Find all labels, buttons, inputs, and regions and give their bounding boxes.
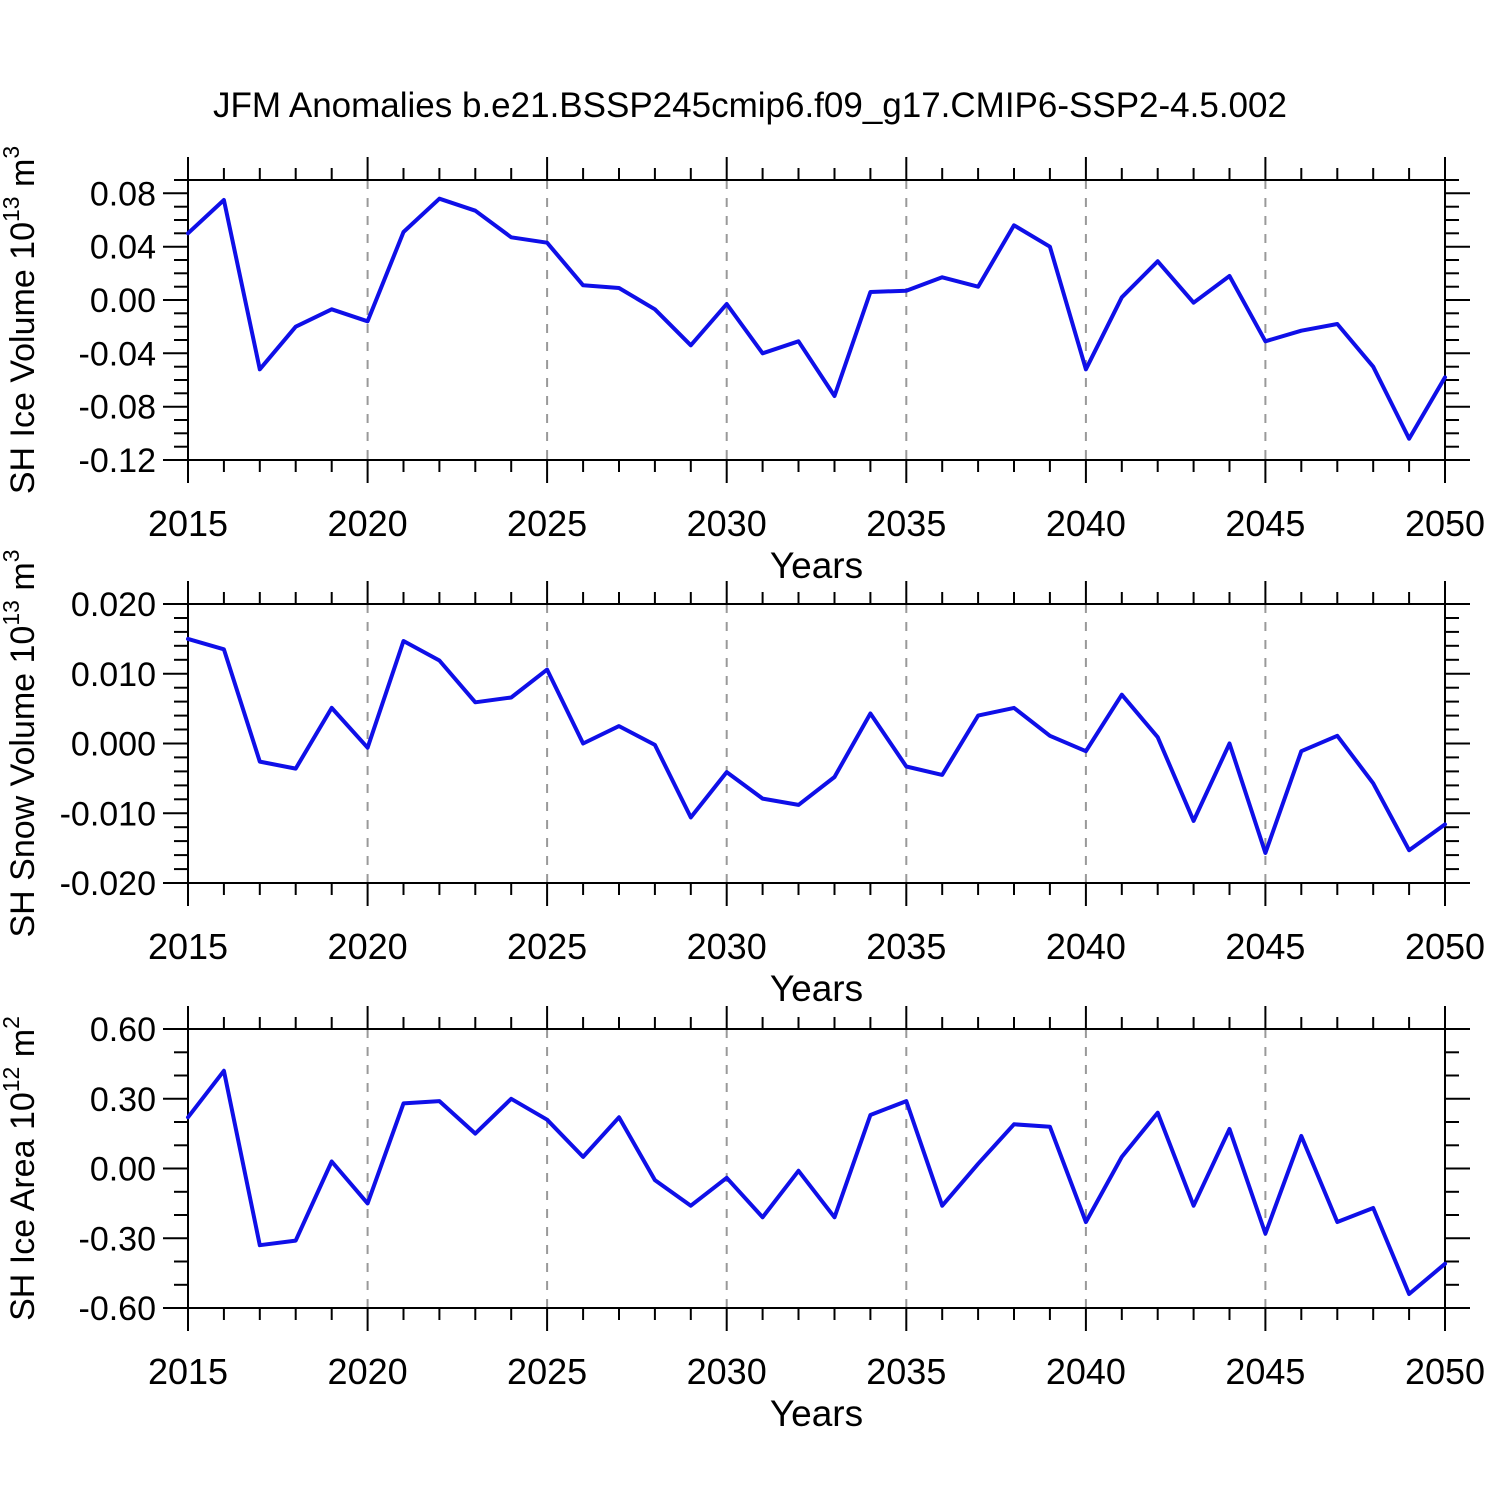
y-axis-title: SH Ice Area 1012 m2 [0,1016,42,1321]
x-tick-label: 2050 [1405,926,1485,967]
y-tick-label: 0.000 [71,726,156,764]
y-tick-label: 0.60 [90,1011,156,1049]
x-axis-title: Years [770,545,863,586]
y-tick-label: -0.010 [60,795,156,833]
x-axis-title: Years [770,1393,863,1434]
x-tick-label: 2050 [1405,1351,1485,1392]
x-tick-label: 2035 [866,926,946,967]
y-axis-title: SH Snow Volume 1013 m3 [0,549,42,937]
x-tick-label: 2045 [1225,503,1305,544]
x-tick-label: 2015 [148,503,228,544]
y-axis-title: SH Ice Volume 1013 m3 [0,146,42,494]
x-tick-label: 2030 [687,926,767,967]
x-tick-label: 2040 [1046,503,1126,544]
x-tick-label: 2030 [687,503,767,544]
y-tick-label: 0.08 [90,175,156,213]
data-line [186,1068,1447,1296]
data-line [186,636,1447,855]
x-tick-label: 2025 [507,926,587,967]
x-tick-label: 2030 [687,1351,767,1392]
plot-frame [187,179,1446,461]
x-tick-label: 2015 [148,926,228,967]
x-tick-label: 2025 [507,503,587,544]
x-tick-label: 2040 [1046,926,1126,967]
x-tick-label: 2020 [328,1351,408,1392]
y-tick-label: -0.04 [79,335,157,373]
x-tick-label: 2020 [328,926,408,967]
y-tick-label: 0.30 [90,1081,156,1119]
y-tick-label: -0.60 [79,1290,157,1328]
x-tick-label: 2040 [1046,1351,1126,1392]
y-tick-label: -0.08 [79,389,157,427]
x-tick-label: 2045 [1225,1351,1305,1392]
x-tick-label: 2035 [866,1351,946,1392]
plot-frame [187,1028,1446,1309]
y-tick-label: 0.04 [90,229,156,267]
x-tick-label: 2025 [507,1351,587,1392]
x-axis-title: Years [770,968,863,1009]
y-tick-label: 0.020 [71,586,156,624]
x-tick-label: 2045 [1225,926,1305,967]
x-tick-label: 2035 [866,503,946,544]
x-tick-label: 2050 [1405,503,1485,544]
y-tick-label: -0.30 [79,1220,157,1258]
data-line [186,196,1447,441]
x-tick-label: 2015 [148,1351,228,1392]
y-tick-label: -0.12 [79,442,157,480]
y-tick-label: 0.00 [90,282,156,320]
y-tick-label: 0.010 [71,656,156,694]
y-tick-label: -0.020 [60,865,156,903]
y-tick-label: 0.00 [90,1151,156,1189]
chart-title: JFM Anomalies b.e21.BSSP245cmip6.f09_g17… [213,86,1287,125]
x-tick-label: 2020 [328,503,408,544]
